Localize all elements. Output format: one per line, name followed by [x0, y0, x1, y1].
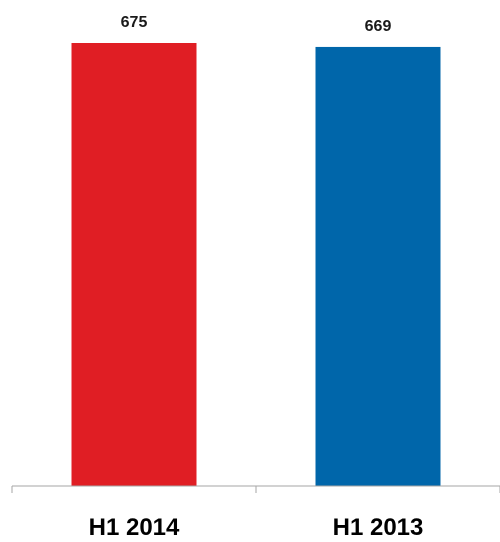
bar-h1-2013: [315, 46, 441, 487]
x-axis: [11, 485, 500, 493]
category-labels-group: H1 2014 H1 2013: [89, 514, 424, 541]
bars-group: [71, 43, 441, 487]
value-labels-group: 675 669: [121, 14, 392, 35]
category-label-h1-2014: H1 2014: [89, 514, 180, 541]
data-label-h1-2013: 669: [365, 18, 392, 35]
category-label-h1-2013: H1 2013: [333, 514, 424, 541]
bar-h1-2014: [71, 43, 197, 486]
data-label-h1-2014: 675: [121, 14, 148, 31]
